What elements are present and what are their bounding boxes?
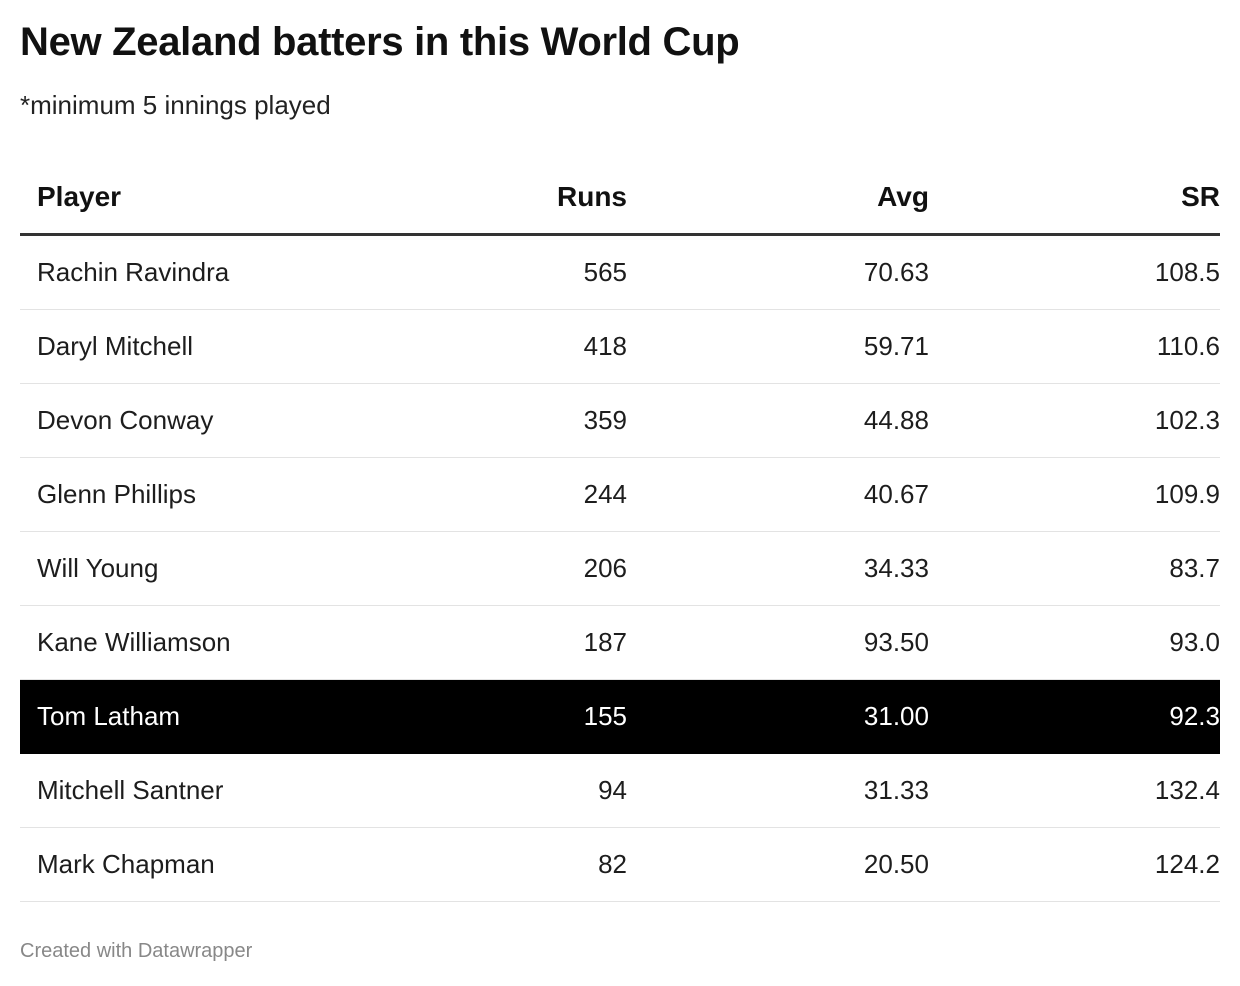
player-cell: Devon Conway <box>37 405 214 435</box>
avg-cell: 20.50 <box>863 849 929 879</box>
header-player[interactable]: Player <box>37 180 122 212</box>
header-avg[interactable]: Avg <box>877 180 929 212</box>
sr-cell: 109.9 <box>1154 479 1220 509</box>
table-row: Daryl Mitchell 418 59.71 110.6 <box>20 310 1220 384</box>
table-header: Player Runs Avg SR <box>20 160 1220 236</box>
table-row: Devon Conway 359 44.88 102.3 <box>20 384 1220 458</box>
header-runs[interactable]: Runs <box>557 180 627 212</box>
table-body: Rachin Ravindra 565 70.63 108.5 Daryl Mitche… <box>20 236 1220 902</box>
chart-subtitle: *minimum 5 innings played <box>20 90 331 120</box>
sr-cell: 93.0 <box>1169 627 1220 657</box>
runs-cell: 155 <box>583 701 627 731</box>
chart-title: New Zealand batters in this World Cup <box>20 20 740 64</box>
runs-cell: 82 <box>598 849 627 879</box>
avg-cell: 59.71 <box>863 331 929 361</box>
header-sr[interactable]: SR <box>1181 180 1220 212</box>
runs-cell: 244 <box>583 479 627 509</box>
runs-cell: 418 <box>583 331 627 361</box>
runs-cell: 94 <box>598 775 627 805</box>
avg-cell: 93.50 <box>863 627 929 657</box>
player-cell: Tom Latham <box>37 701 181 731</box>
sr-cell: 110.6 <box>1156 331 1220 361</box>
runs-cell: 187 <box>583 627 627 657</box>
sr-cell: 83.7 <box>1169 553 1220 583</box>
sr-cell: 92.3 <box>1169 701 1220 731</box>
runs-cell: 206 <box>583 553 627 583</box>
avg-cell: 70.63 <box>863 257 929 287</box>
table-row: Glenn Phillips 244 40.67 109.9 <box>20 458 1220 532</box>
sr-cell: 124.2 <box>1154 849 1220 879</box>
player-cell: Will Young <box>37 553 159 583</box>
runs-cell: 565 <box>583 257 627 287</box>
table-row: Rachin Ravindra 565 70.63 108.5 <box>20 236 1220 310</box>
avg-cell: 40.67 <box>863 479 929 509</box>
avg-cell: 34.33 <box>863 553 929 583</box>
footer-credit[interactable]: Created with Datawrapper <box>20 940 253 962</box>
player-cell: Glenn Phillips <box>37 479 196 509</box>
sr-cell: 132.4 <box>1154 775 1220 805</box>
table-row: Kane Williamson 187 93.50 93.0 <box>20 606 1220 680</box>
player-cell: Mitchell Santner <box>37 775 224 805</box>
avg-cell: 44.88 <box>863 405 929 435</box>
sr-cell: 102.3 <box>1154 405 1220 435</box>
table-row: Will Young 206 34.33 83.7 <box>20 532 1220 606</box>
sr-cell: 108.5 <box>1154 257 1220 287</box>
table-row: Mark Chapman 82 20.50 124.2 <box>20 828 1220 902</box>
table-row: Tom Latham 155 31.00 92.3 <box>20 680 1220 754</box>
avg-cell: 31.00 <box>863 701 929 731</box>
runs-cell: 359 <box>583 405 627 435</box>
table-row: Mitchell Santner 94 31.33 132.4 <box>20 754 1220 828</box>
player-cell: Kane Williamson <box>37 627 231 657</box>
player-cell: Rachin Ravindra <box>37 257 230 287</box>
player-cell: Daryl Mitchell <box>37 331 194 361</box>
avg-cell: 31.33 <box>863 775 929 805</box>
player-cell: Mark Chapman <box>37 849 215 879</box>
batters-table: Player Runs Avg SR Rachin Ravindra 565 70.… <box>20 160 1220 902</box>
